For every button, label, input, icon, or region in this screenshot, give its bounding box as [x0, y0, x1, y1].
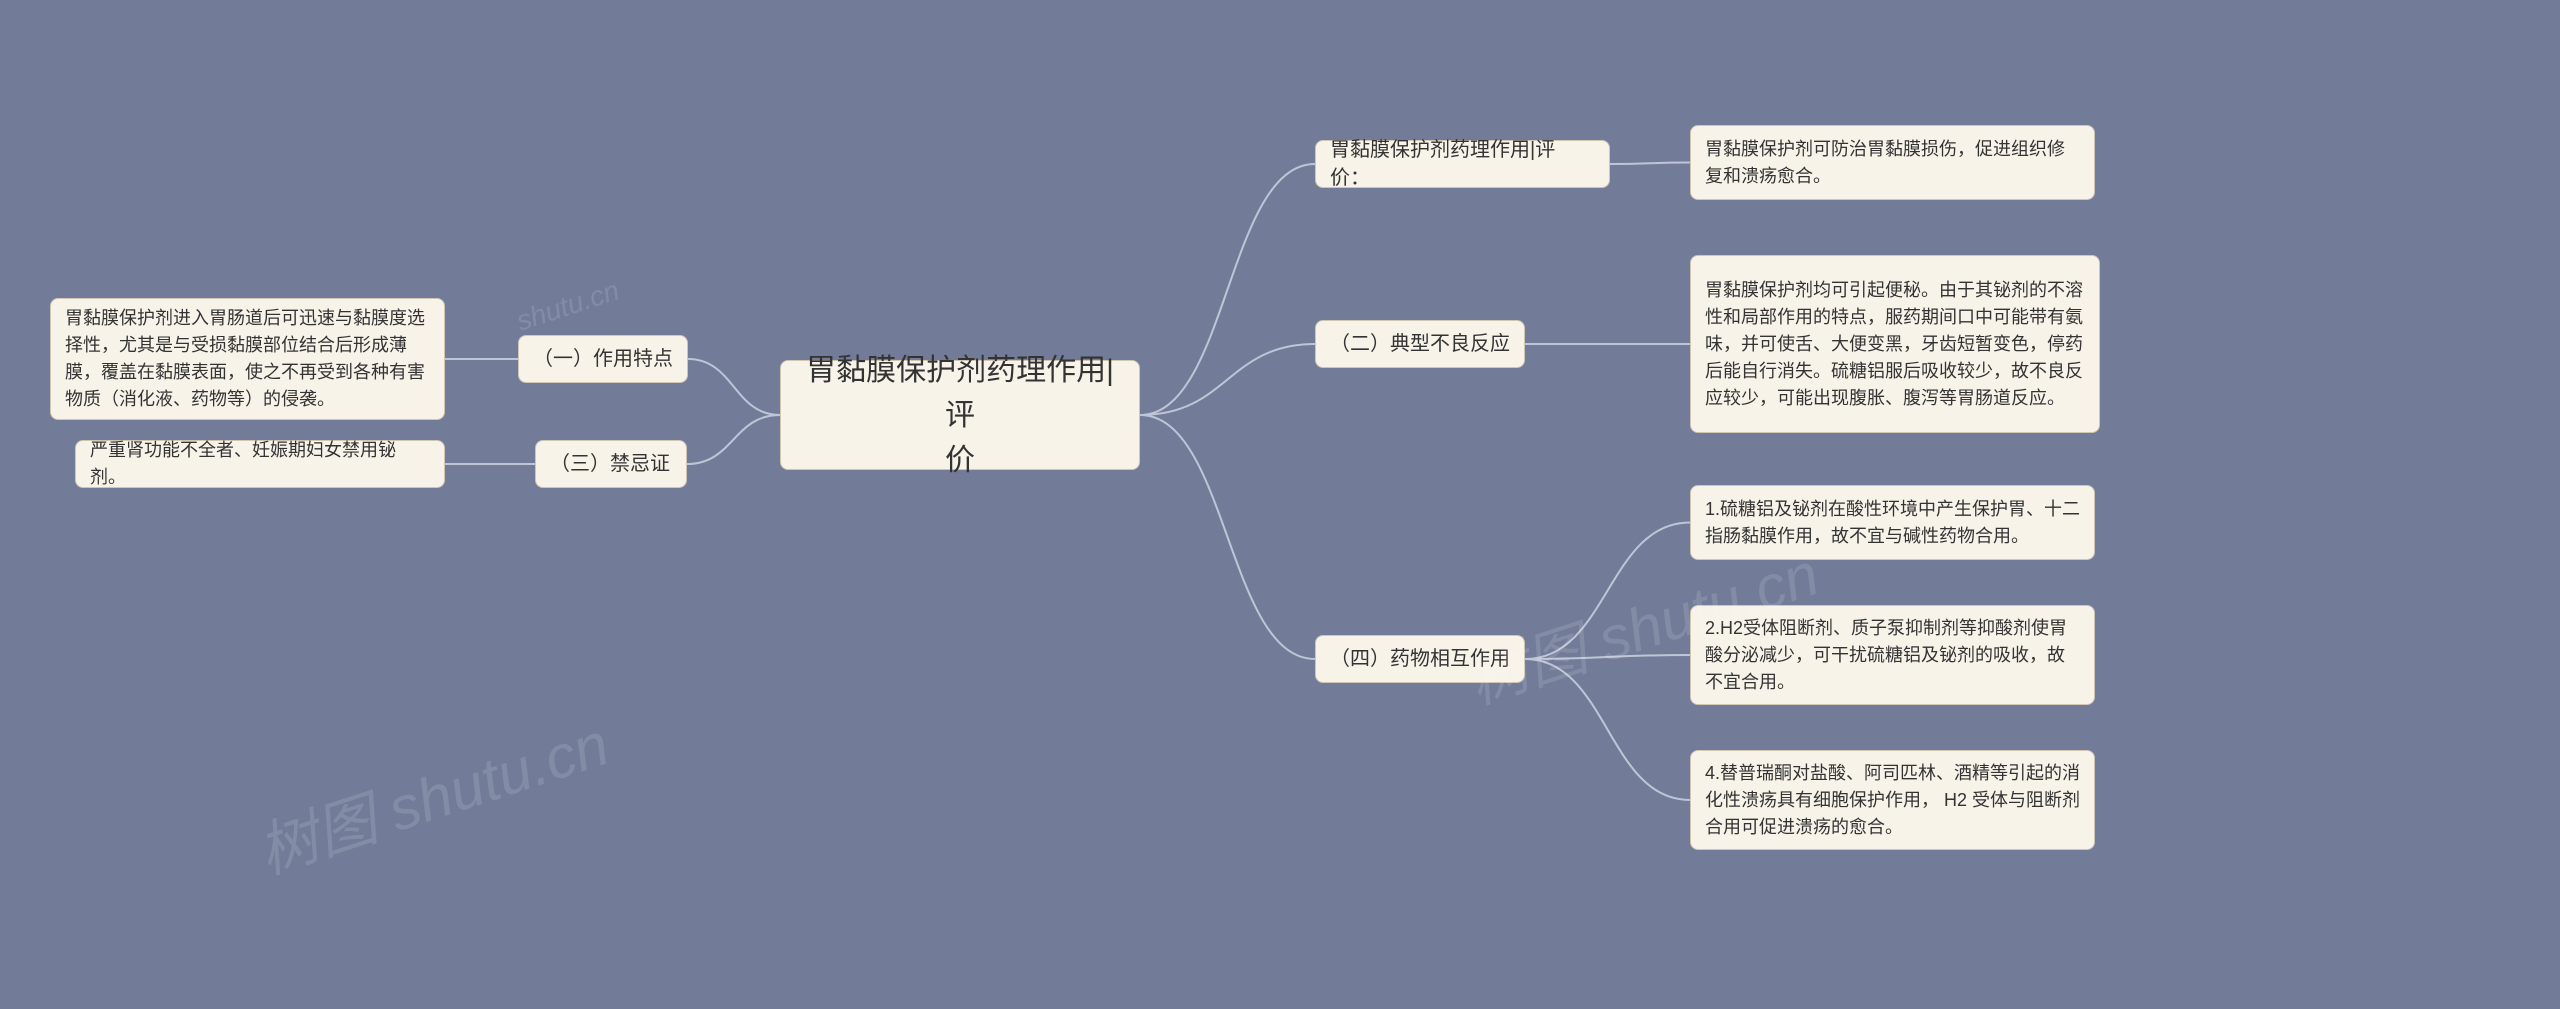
- branch-label: （三）禁忌证: [550, 450, 670, 478]
- watermark: 树图 shutu.cn: [245, 696, 618, 891]
- leaf-text: 1.硫糖铝及铋剂在酸性环境中产生保护胃、十二指肠黏膜作用，故不宜与碱性药物合用。: [1705, 496, 2080, 550]
- branch-r1: 胃黏膜保护剂药理作用|评价：: [1315, 140, 1610, 188]
- branch-r2: （二）典型不良反应: [1315, 320, 1525, 368]
- leaf-r3b: 2.H2受体阻断剂、质子泵抑制剂等抑酸剂使胃酸分泌减少，可干扰硫糖铝及铋剂的吸收…: [1690, 605, 2095, 705]
- branch-l1: （一）作用特点: [518, 335, 688, 383]
- leaf-r1a: 胃黏膜保护剂可防治胃黏膜损伤，促进组织修复和溃疡愈合。: [1690, 125, 2095, 200]
- branch-l2: （三）禁忌证: [535, 440, 687, 488]
- leaf-l2a: 严重肾功能不全者、妊娠期妇女禁用铋剂。: [75, 440, 445, 488]
- leaf-text: 4.替普瑞酮对盐酸、阿司匹林、酒精等引起的消化性溃疡具有细胞保护作用， H2 受…: [1705, 760, 2080, 841]
- watermark-small: shutu.cn: [513, 274, 624, 337]
- branch-label: （二）典型不良反应: [1330, 330, 1510, 358]
- leaf-r2a: 胃黏膜保护剂均可引起便秘。由于其铋剂的不溶性和局部作用的特点，服药期间口中可能带…: [1690, 255, 2100, 433]
- leaf-text: 严重肾功能不全者、妊娠期妇女禁用铋剂。: [90, 437, 430, 491]
- branch-label: （四）药物相互作用: [1330, 645, 1510, 673]
- leaf-text: 胃黏膜保护剂可防治胃黏膜损伤，促进组织修复和溃疡愈合。: [1705, 136, 2080, 190]
- leaf-text: 2.H2受体阻断剂、质子泵抑制剂等抑酸剂使胃酸分泌减少，可干扰硫糖铝及铋剂的吸收…: [1705, 615, 2080, 696]
- branch-label: （一）作用特点: [533, 345, 673, 373]
- leaf-r3c: 4.替普瑞酮对盐酸、阿司匹林、酒精等引起的消化性溃疡具有细胞保护作用， H2 受…: [1690, 750, 2095, 850]
- leaf-r3a: 1.硫糖铝及铋剂在酸性环境中产生保护胃、十二指肠黏膜作用，故不宜与碱性药物合用。: [1690, 485, 2095, 560]
- center-node: 胃黏膜保护剂药理作用|评 价: [780, 360, 1140, 470]
- branch-label: 胃黏膜保护剂药理作用|评价：: [1330, 136, 1595, 192]
- leaf-l1a: 胃黏膜保护剂进入胃肠道后可迅速与黏膜度选择性，尤其是与受损黏膜部位结合后形成薄膜…: [50, 298, 445, 420]
- branch-r3: （四）药物相互作用: [1315, 635, 1525, 683]
- leaf-text: 胃黏膜保护剂进入胃肠道后可迅速与黏膜度选择性，尤其是与受损黏膜部位结合后形成薄膜…: [65, 305, 430, 413]
- leaf-text: 胃黏膜保护剂均可引起便秘。由于其铋剂的不溶性和局部作用的特点，服药期间口中可能带…: [1705, 277, 2085, 412]
